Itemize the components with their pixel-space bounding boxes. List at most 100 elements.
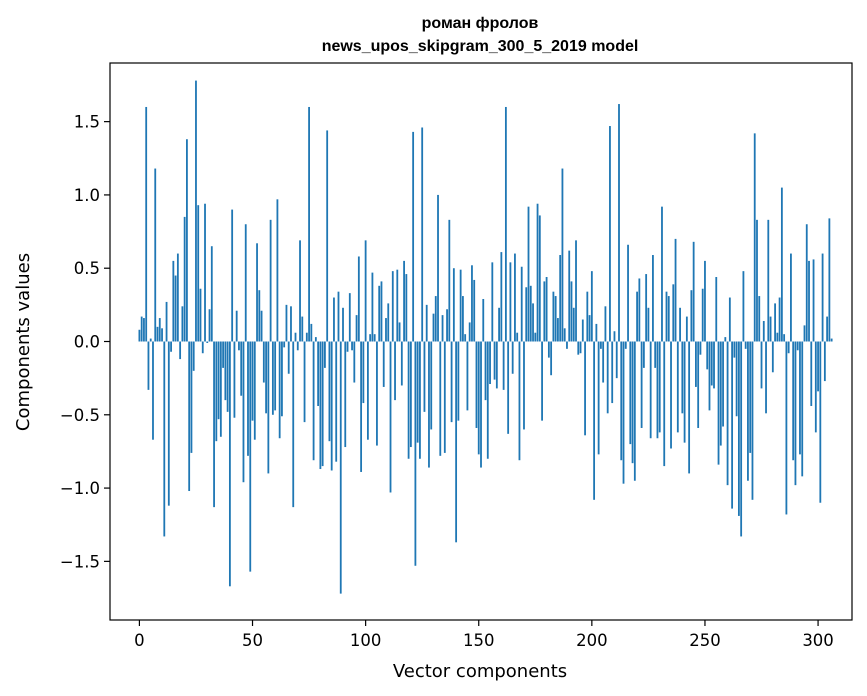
bar-150 [477, 341, 480, 455]
bar-198 [586, 291, 589, 342]
bar-117 [403, 260, 405, 342]
bar-207 [606, 341, 609, 414]
bar-303 [823, 341, 826, 382]
bar-263 [733, 341, 736, 358]
y-tick-label: −1.0 [60, 479, 100, 498]
bar-139 [452, 268, 455, 342]
bar-181 [547, 341, 550, 358]
bar-218 [631, 341, 634, 464]
x-tick-label: 50 [242, 631, 263, 650]
bar-159 [498, 307, 500, 342]
bar-250 [704, 260, 706, 342]
bar-220 [636, 291, 638, 342]
bar-194 [577, 341, 580, 355]
x-axis-label: Vector components [393, 661, 567, 682]
bar-27 [199, 288, 202, 342]
bar-169 [520, 266, 523, 342]
bar-160 [500, 252, 503, 342]
bar-144 [464, 334, 467, 342]
bar-127 [425, 304, 428, 342]
bar-47 [244, 224, 247, 342]
bar-13 [167, 341, 170, 506]
bar-115 [398, 322, 401, 342]
bar-91 [344, 341, 347, 448]
bar-267 [742, 271, 745, 342]
bar-286 [785, 341, 788, 515]
bar-125 [421, 127, 424, 342]
bar-59 [271, 341, 274, 415]
bar-188 [563, 328, 566, 342]
bar-282 [776, 332, 779, 342]
bar-253 [710, 341, 713, 386]
bar-78 [314, 337, 317, 342]
bar-28 [201, 341, 204, 354]
bar-243 [688, 341, 691, 474]
bar-255 [715, 277, 718, 342]
bar-123 [416, 341, 419, 443]
bar-104 [373, 334, 376, 342]
bar-120 [409, 341, 412, 448]
bar-74 [305, 332, 308, 342]
bar-222 [640, 341, 643, 428]
bar-292 [799, 341, 801, 455]
bar-256 [717, 341, 720, 465]
bar-195 [579, 341, 582, 354]
bar-266 [740, 341, 743, 537]
bar-152 [482, 298, 485, 342]
x-tick-label: 200 [576, 631, 608, 650]
bar-75 [308, 106, 310, 342]
bar-67 [290, 306, 292, 342]
bar-63 [281, 341, 283, 417]
bar-55 [262, 341, 265, 383]
bar-170 [523, 341, 525, 430]
bar-273 [756, 219, 758, 342]
bar-46 [242, 341, 245, 483]
bar-162 [504, 106, 507, 342]
bar-6 [152, 341, 154, 440]
bar-270 [749, 341, 752, 453]
chart-title-line1: роман фролов [422, 15, 539, 32]
bar-138 [450, 341, 453, 423]
bar-85 [330, 341, 333, 471]
bar-180 [545, 277, 548, 342]
bar-274 [758, 296, 761, 342]
bar-103 [371, 272, 374, 342]
bar-193 [575, 240, 577, 342]
bar-197 [584, 341, 586, 436]
bar-131 [434, 296, 437, 342]
bar-293 [801, 341, 804, 477]
bar-173 [529, 285, 532, 342]
bar-202 [595, 323, 598, 342]
bar-149 [475, 341, 478, 428]
bar-105 [376, 341, 378, 446]
bar-64 [283, 341, 286, 348]
bar-278 [767, 219, 770, 342]
bar-186 [559, 255, 562, 342]
x-tick-label: 0 [134, 631, 145, 650]
bar-242 [685, 316, 688, 342]
bar-290 [794, 341, 797, 486]
bar-129 [430, 341, 433, 430]
bar-306 [830, 338, 833, 342]
bar-297 [810, 341, 813, 406]
x-tick-label: 300 [802, 631, 834, 650]
bar-100 [364, 240, 367, 342]
bar-99 [362, 341, 365, 404]
bar-304 [826, 316, 829, 342]
bar-208 [609, 126, 611, 342]
bar-1 [140, 316, 143, 342]
bar-113 [394, 341, 396, 401]
bar-164 [509, 262, 512, 342]
bar-182 [550, 341, 553, 376]
bar-185 [557, 318, 559, 342]
bar-257 [719, 341, 722, 446]
bar-35 [217, 341, 220, 420]
bar-29 [204, 203, 206, 342]
bar-19 [181, 306, 184, 342]
bar-262 [731, 341, 734, 509]
bar-101 [366, 341, 369, 440]
bar-112 [391, 271, 394, 342]
bar-175 [534, 332, 537, 342]
bar-179 [543, 281, 546, 342]
bar-279 [769, 316, 772, 342]
